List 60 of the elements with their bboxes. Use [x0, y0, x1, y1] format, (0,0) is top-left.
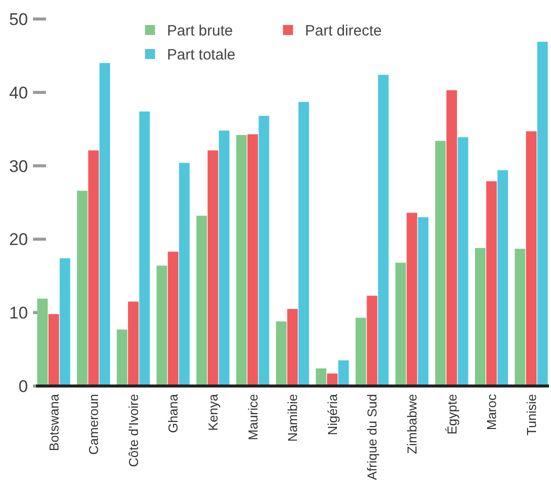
bar [48, 314, 59, 386]
bar [139, 111, 150, 386]
bar [88, 150, 99, 386]
bar [497, 170, 508, 386]
x-tick-label: Égypte [444, 394, 460, 434]
bar [128, 302, 139, 386]
y-tick-label: 50 [9, 10, 28, 29]
y-tick-label: 40 [9, 83, 28, 102]
x-tick-label: Zimbabwe [404, 394, 420, 454]
bar [418, 217, 428, 386]
bar [526, 131, 537, 386]
bar [446, 90, 457, 386]
x-tick-label: Cameroun [86, 394, 102, 455]
legend-label: Part directe [305, 22, 382, 40]
bar [168, 252, 178, 386]
y-tick-label: 0 [18, 376, 28, 396]
bar [366, 296, 378, 386]
bar [236, 134, 247, 386]
bar [287, 308, 298, 386]
bar [435, 140, 446, 386]
x-tick-label: Ghana [166, 393, 181, 434]
bar [395, 262, 406, 386]
legend-label: Part brute [167, 22, 233, 40]
bar [378, 74, 389, 386]
bar [116, 329, 128, 386]
x-tick-label: Côte d’Ivoire [126, 394, 141, 467]
x-tick-label: Afrique du Sud [364, 394, 380, 480]
bar [156, 266, 168, 386]
bar [474, 248, 486, 386]
bar [258, 116, 270, 386]
bar [458, 137, 468, 386]
bar [537, 42, 548, 386]
legend-label: Part totale [167, 46, 236, 64]
x-tick-label: Namibie [285, 394, 300, 442]
bar [316, 368, 326, 386]
bar [179, 162, 190, 386]
bar [338, 360, 349, 386]
bar [298, 102, 310, 386]
x-tick-label: Nigéria [324, 393, 340, 436]
bar [196, 216, 207, 386]
y-tick-label: 10 [9, 304, 28, 323]
x-tick-label: Botswana [46, 393, 62, 452]
x-tick-label: Kenya [205, 393, 220, 431]
bar [276, 321, 287, 386]
bar [247, 134, 258, 386]
bar [218, 130, 230, 386]
bar [99, 63, 110, 386]
bar [406, 212, 418, 386]
bar [76, 190, 88, 386]
x-tick-label: Tunisie [524, 394, 539, 436]
x-tick-label: Maroc [484, 394, 500, 430]
x-tick-label: Maurice [245, 394, 260, 440]
y-tick-label: 20 [9, 230, 28, 250]
y-tick-label: 30 [9, 156, 28, 176]
bar [356, 318, 366, 386]
bar [486, 181, 497, 386]
bar [514, 248, 526, 386]
bar [37, 298, 48, 386]
bar [60, 258, 70, 386]
bar [208, 150, 218, 386]
